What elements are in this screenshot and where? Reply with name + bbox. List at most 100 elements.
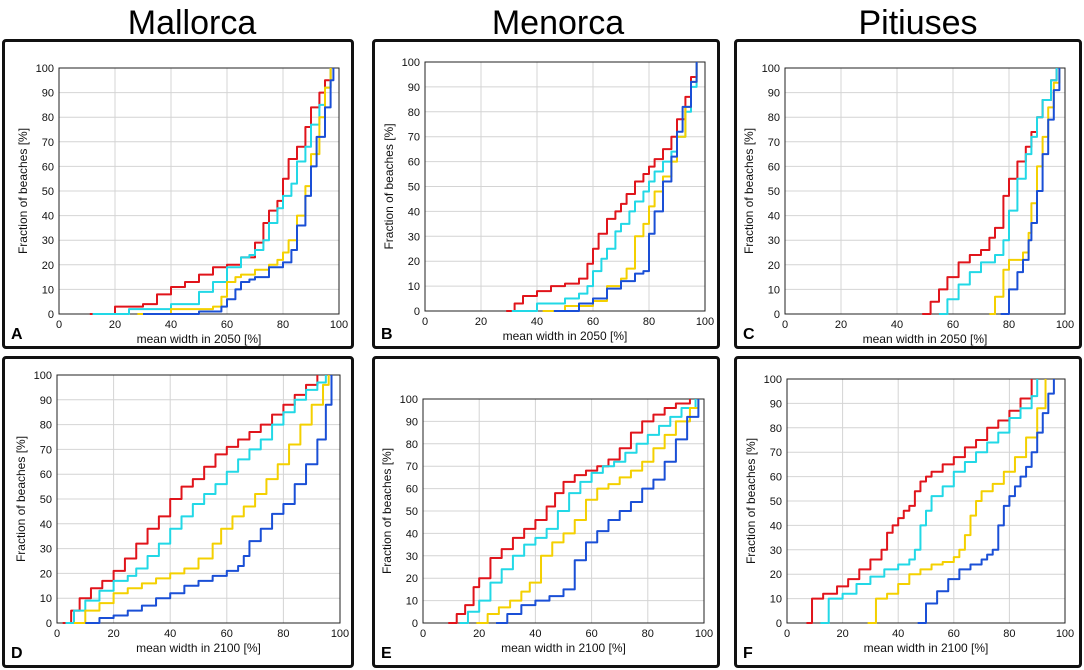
y-tick-label: 10: [770, 594, 782, 606]
y-tick-label: 90: [40, 395, 52, 407]
y-tick-label: 20: [40, 568, 52, 580]
series-line-yellow: [867, 379, 1047, 624]
y-tick-label: 100: [402, 57, 420, 69]
y-tick-label: 0: [412, 618, 418, 630]
y-tick-label: 80: [40, 420, 52, 432]
series-line-blue: [143, 68, 335, 315]
chart-svg-c: 0 20 40 60 80 100 0 10 20 30 40 50 60 70 80 90 100 mean w…: [742, 63, 1074, 346]
x-tick-label: 40: [165, 319, 177, 331]
x-axis-label: mean width in 2050 [%]: [863, 332, 988, 346]
y-tick-label: 40: [768, 211, 780, 223]
series-line-blue: [917, 379, 1055, 624]
y-tick-label: 20: [408, 256, 420, 268]
y-tick-label: 30: [770, 545, 782, 557]
y-tick-label: 60: [408, 157, 420, 169]
y-tick-label: 90: [408, 82, 420, 94]
x-tick-label: 100: [330, 319, 348, 331]
y-tick-label: 30: [42, 235, 54, 247]
x-tick-label: 100: [695, 628, 713, 640]
y-tick-label: 70: [40, 444, 52, 456]
series-line-blue: [553, 62, 698, 312]
x-axis-label: mean width in 2050 [%]: [503, 329, 628, 343]
y-tick-label: 30: [406, 551, 418, 563]
y-tick-label: 100: [36, 63, 54, 75]
chart-panel-f: 0 20 40 60 80 100 0 10 20 30 40 50 60 70 80 90 100 mean w…: [734, 356, 1082, 668]
x-tick-label: 0: [54, 628, 60, 640]
y-axis-label: Fraction of beaches [%]: [16, 128, 30, 254]
x-tick-label: 80: [1003, 319, 1015, 331]
y-tick-label: 100: [34, 370, 52, 382]
y-tick-label: 90: [42, 88, 54, 100]
x-tick-label: 100: [1056, 628, 1074, 640]
chart-panel-b: 0 20 40 60 80 100 0 10 20 30 40 50 60 70 80 90 100 mean w…: [372, 39, 720, 349]
panel-label-b: B: [381, 326, 393, 343]
column-title-pitiuses: Pitiuses: [858, 4, 978, 42]
y-tick-label: 60: [770, 472, 782, 484]
x-tick-label: 60: [221, 628, 233, 640]
x-tick-label: 80: [642, 628, 654, 640]
series-line-red: [448, 399, 691, 624]
panel-label-c: C: [743, 326, 755, 343]
y-tick-label: 0: [414, 306, 420, 318]
y-tick-label: 40: [770, 520, 782, 532]
plot-frame: [422, 398, 705, 624]
y-tick-label: 70: [768, 137, 780, 149]
x-tick-label: 100: [1056, 319, 1074, 331]
y-tick-label: 20: [768, 260, 780, 272]
x-tick-label: 80: [1003, 628, 1015, 640]
y-tick-label: 70: [42, 137, 54, 149]
y-tick-label: 50: [42, 186, 54, 198]
panel-label-f: F: [743, 645, 753, 662]
chart-panel-d: 0 20 40 60 80 100 0 10 20 30 40 50 60 70 80 90 100 mean w…: [2, 356, 354, 668]
series-line-cyan: [92, 68, 332, 315]
y-tick-label: 40: [406, 528, 418, 540]
y-axis-label: Fraction of beaches [%]: [744, 438, 758, 564]
panel-label-d: D: [11, 645, 23, 662]
x-tick-label: 0: [56, 319, 62, 331]
y-tick-label: 80: [770, 423, 782, 435]
y-tick-label: 0: [46, 618, 52, 630]
y-tick-label: 90: [406, 416, 418, 428]
y-tick-label: 10: [408, 281, 420, 293]
x-tick-label: 20: [835, 319, 847, 331]
y-tick-label: 50: [770, 496, 782, 508]
chart-panel-a: 0 20 40 60 80 100 0 10 20 30 40 50 60 70 80 90 100 mean w…: [2, 39, 354, 349]
y-tick-label: 10: [40, 593, 52, 605]
series-line-yellow: [73, 375, 330, 624]
x-tick-label: 40: [529, 628, 541, 640]
plot-frame: [56, 374, 341, 624]
x-tick-label: 100: [696, 316, 714, 328]
panel-label-a: A: [11, 326, 23, 343]
y-tick-label: 60: [40, 469, 52, 481]
chart-svg-d: 0 20 40 60 80 100 0 10 20 30 40 50 60 70 80 90 100 mean w…: [14, 370, 349, 655]
y-tick-label: 0: [776, 618, 782, 630]
x-tick-label: 0: [422, 316, 428, 328]
x-tick-label: 80: [277, 628, 289, 640]
series-line-red: [62, 375, 319, 624]
x-tick-label: 40: [164, 628, 176, 640]
x-tick-label: 20: [836, 628, 848, 640]
x-tick-label: 20: [109, 319, 121, 331]
y-tick-label: 70: [408, 132, 420, 144]
y-tick-label: 20: [42, 260, 54, 272]
y-tick-label: 30: [40, 544, 52, 556]
series-line-blue: [496, 399, 700, 624]
y-tick-label: 50: [40, 494, 52, 506]
chart-panel-c: 0 20 40 60 80 100 0 10 20 30 40 50 60 70 80 90 100 mean w…: [734, 39, 1082, 349]
y-tick-label: 90: [770, 398, 782, 410]
y-tick-label: 50: [406, 506, 418, 518]
series-line-cyan: [459, 399, 697, 624]
chart-svg-b: 0 20 40 60 80 100 0 10 20 30 40 50 60 70 80 90 100 mean w…: [382, 57, 714, 343]
y-tick-label: 10: [42, 284, 54, 296]
y-tick-label: 100: [762, 63, 780, 75]
chart-svg-e: 0 20 40 60 80 100 0 10 20 30 40 50 60 70 80 90 100 mean w…: [380, 394, 713, 655]
y-tick-label: 30: [768, 235, 780, 247]
panel-label-e: E: [381, 645, 392, 662]
y-tick-label: 60: [406, 484, 418, 496]
y-axis-label: Fraction of beaches [%]: [380, 448, 394, 574]
chart-svg-f: 0 20 40 60 80 100 0 10 20 30 40 50 60 70 80 90 100 mean w…: [744, 374, 1074, 655]
series-line-cyan: [939, 68, 1058, 315]
column-title-menorca: Menorca: [491, 4, 625, 42]
x-axis-label: mean width in 2100 [%]: [864, 641, 989, 655]
y-axis-label: Fraction of beaches [%]: [14, 436, 28, 562]
